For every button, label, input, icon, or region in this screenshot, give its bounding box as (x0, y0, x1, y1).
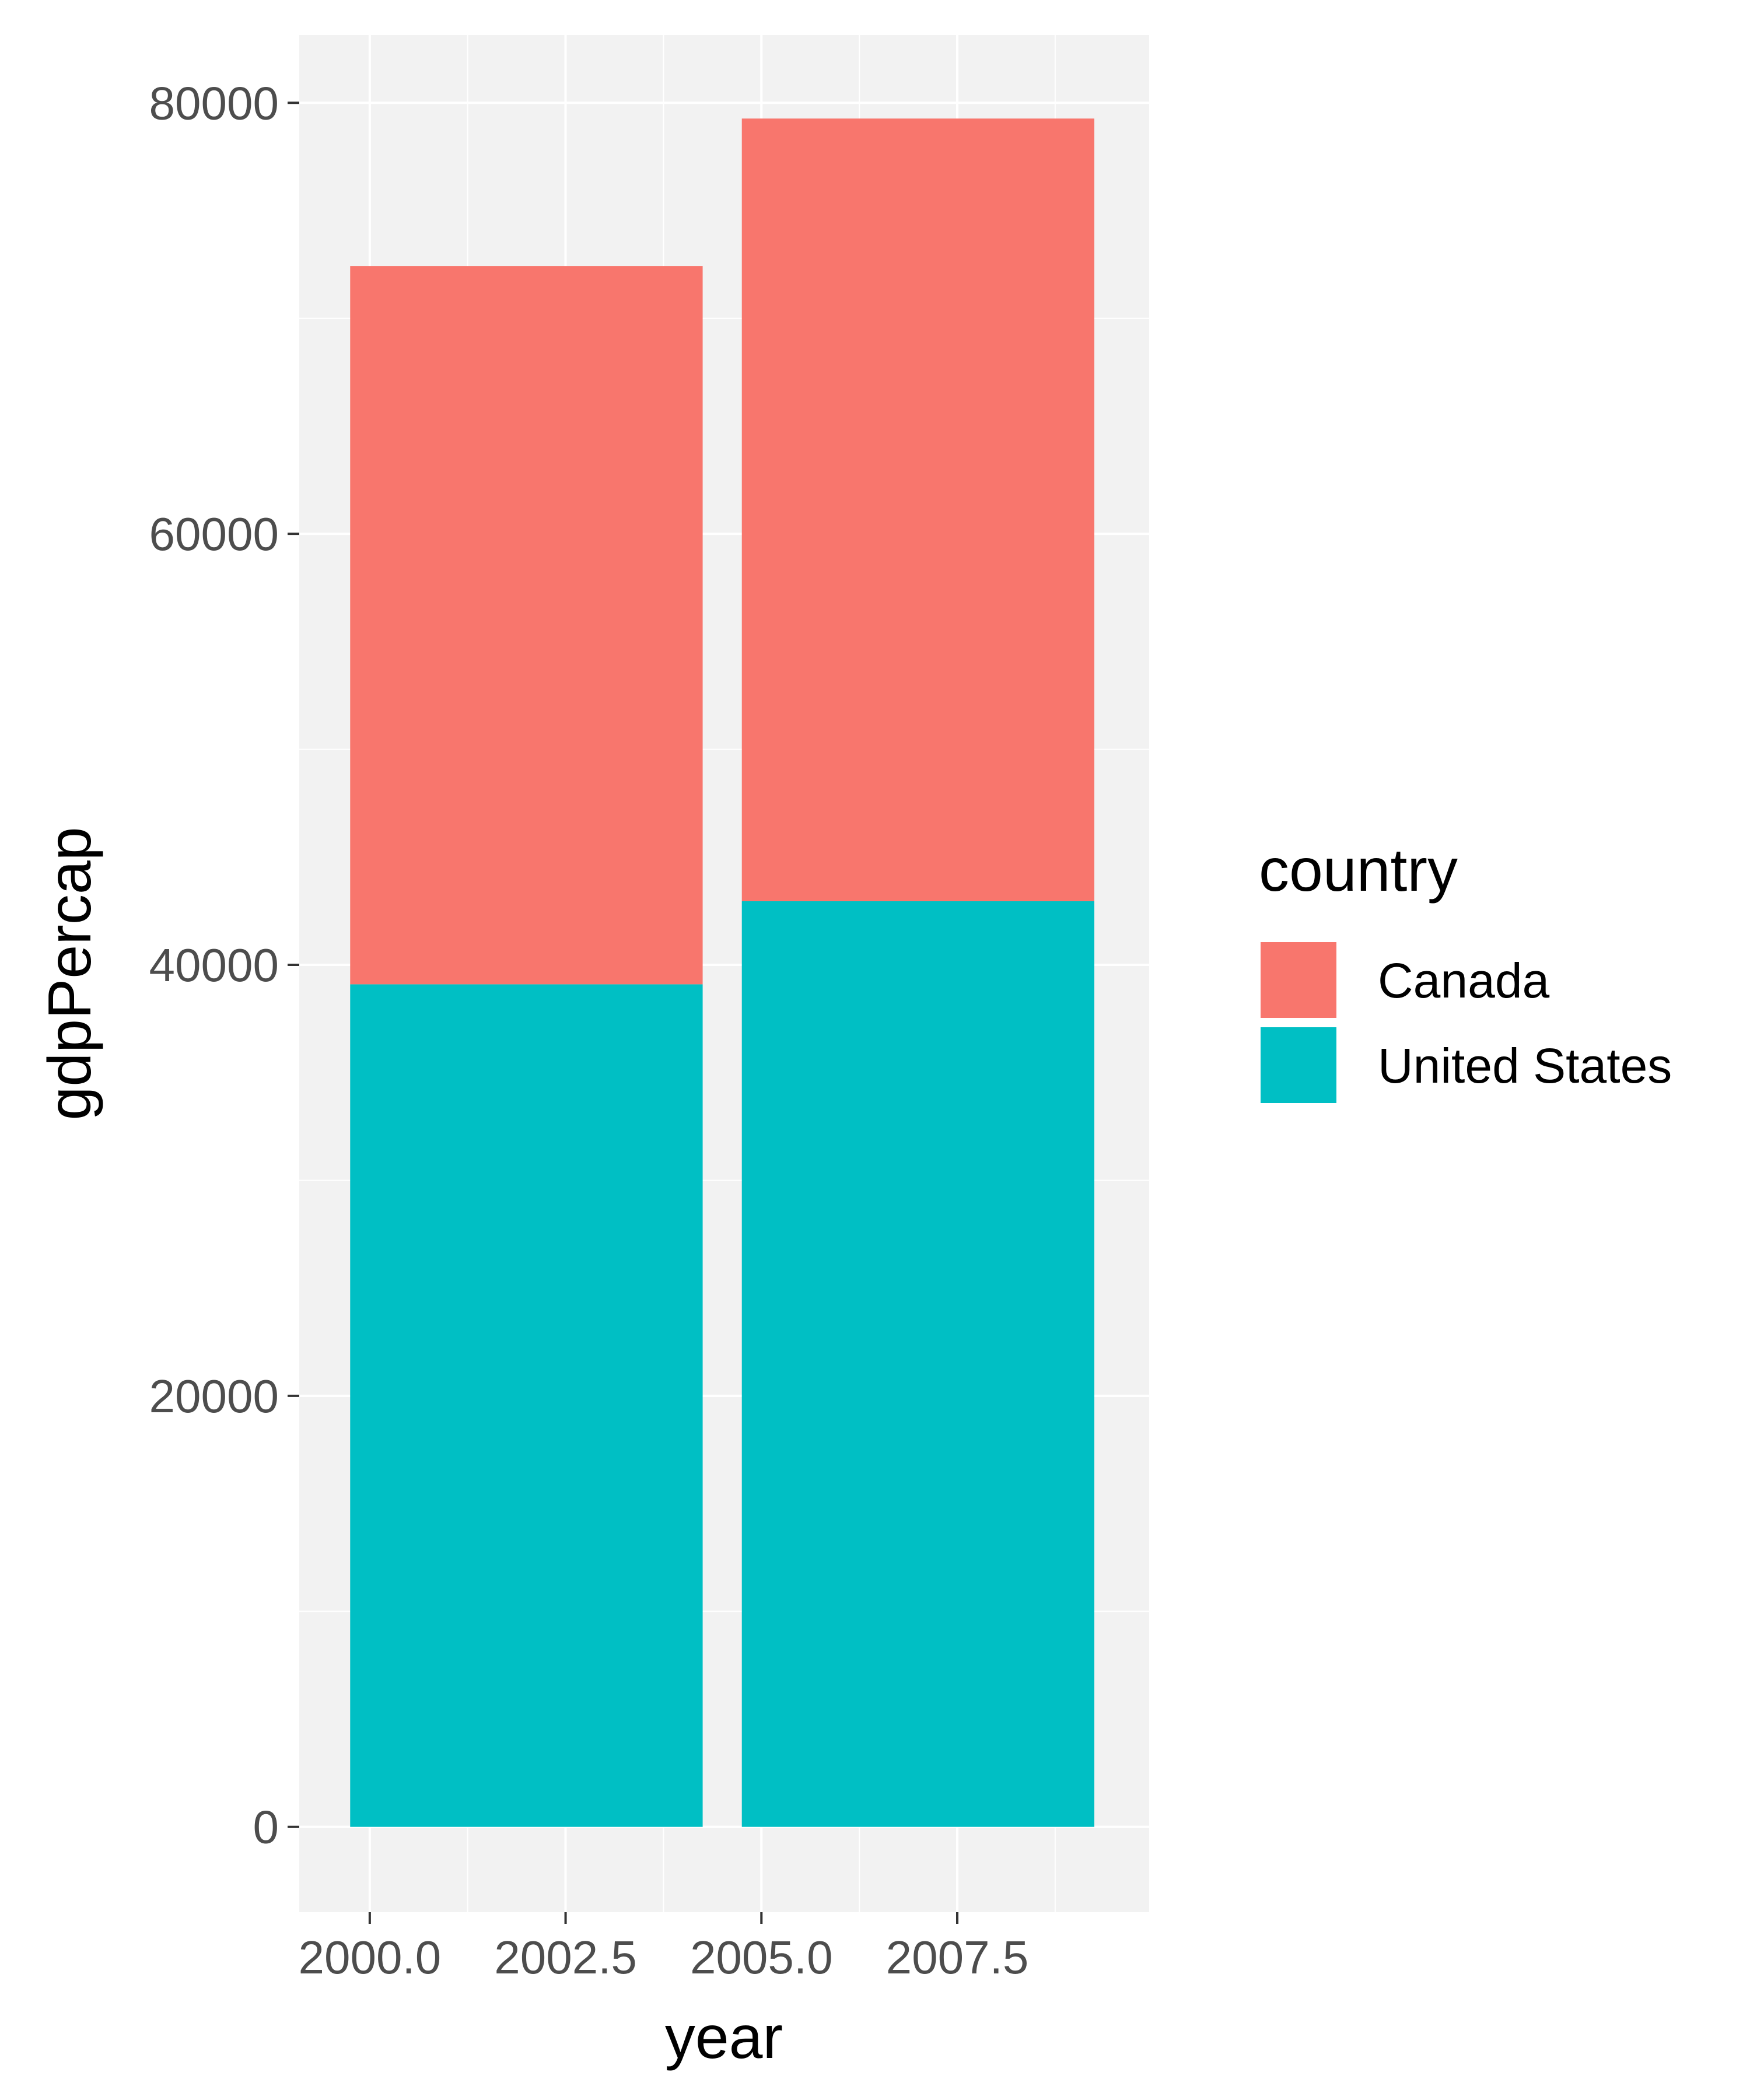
y-tick-label: 60000 (149, 508, 279, 560)
bar-united-states-2002 (350, 984, 703, 1827)
x-axis: 2000.0 2002.5 2005.0 2007.5 (299, 1912, 1029, 1983)
bar-canada-2007 (741, 118, 1094, 901)
bar-canada-2002 (350, 266, 703, 985)
bar-united-states-2007 (741, 901, 1094, 1827)
y-tick-label: 20000 (149, 1370, 279, 1422)
x-axis-title: year (665, 2004, 783, 2071)
x-tick-label: 2005.0 (690, 1931, 833, 1983)
legend-items: Canada United States (1257, 939, 1672, 1107)
x-tick-label: 2007.5 (886, 1931, 1029, 1983)
y-tick-label: 40000 (149, 939, 279, 991)
y-axis-title: gdpPercap (36, 827, 104, 1120)
legend-title: country (1259, 836, 1458, 904)
y-tick-label: 80000 (149, 77, 279, 129)
legend-key-canada (1257, 939, 1340, 1021)
legend: country Canada United States (1257, 836, 1672, 1107)
legend-label-united-states: United States (1378, 1038, 1672, 1093)
x-tick-label: 2000.0 (299, 1931, 442, 1983)
x-tick-label: 2002.5 (494, 1931, 637, 1983)
legend-label-canada: Canada (1378, 953, 1550, 1008)
y-tick-label: 0 (253, 1801, 279, 1853)
legend-key-united-states (1257, 1024, 1340, 1107)
y-axis: 0 20000 40000 60000 80000 (149, 77, 299, 1853)
bars (350, 118, 1094, 1827)
